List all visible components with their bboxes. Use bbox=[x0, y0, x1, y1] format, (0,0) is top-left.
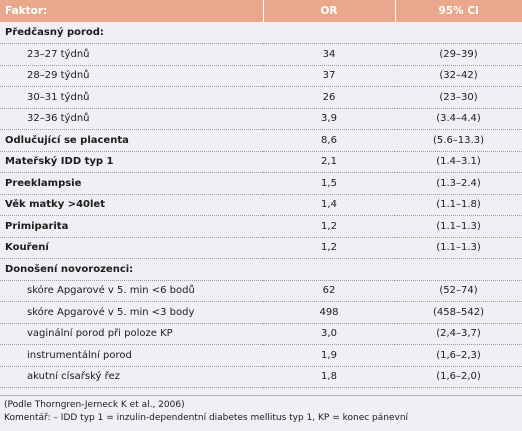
row-label: Donošení novorozenci: bbox=[0, 258, 263, 281]
row-ci-value: (1.4–3.1) bbox=[395, 151, 522, 173]
row-or-value: 3,9 bbox=[263, 108, 395, 130]
row-or-value: 34 bbox=[263, 43, 395, 66]
header-row: Faktor: OR 95% CI bbox=[0, 0, 522, 22]
table-row: vaginální porod při poloze KP 3,0 (2,4–3,7… bbox=[0, 323, 522, 345]
table-row: Primiparita 1,2 (1.1–1.3) bbox=[0, 215, 522, 238]
row-ci-value bbox=[395, 258, 522, 281]
row-ci-value: (1,6–2,0) bbox=[395, 366, 522, 388]
row-ci-value: (1.1–1.3) bbox=[395, 237, 522, 259]
row-ci-value: (29–39) bbox=[395, 43, 522, 66]
row-label: Preeklampsie bbox=[0, 172, 263, 195]
row-label: instrumentální porod bbox=[0, 344, 263, 367]
table-header: Faktor: OR 95% CI bbox=[0, 0, 522, 22]
row-label: Předčasný porod: bbox=[0, 22, 263, 44]
table-row: 23–27 týdnů 34 (29–39) bbox=[0, 43, 522, 66]
table-row: Věk matky >40let 1,4 (1.1–1.8) bbox=[0, 194, 522, 216]
row-label: Odlučující se placenta bbox=[0, 129, 263, 152]
row-or-value: 1,4 bbox=[263, 194, 395, 216]
row-or-value: 1,8 bbox=[263, 366, 395, 388]
table-row: 28–29 týdnů 37 (32–42) bbox=[0, 65, 522, 87]
row-or-value: 1,2 bbox=[263, 215, 395, 238]
row-label: skóre Apgarové v 5. min <3 body bbox=[0, 301, 263, 324]
header-ci: 95% CI bbox=[438, 5, 479, 17]
row-label: 32–36 týdnů bbox=[0, 108, 263, 130]
row-or-value: 1,9 bbox=[263, 344, 395, 367]
table-row: Odlučující se placenta 8,6 (5.6–13.3) bbox=[0, 129, 522, 152]
row-label: 23–27 týdnů bbox=[0, 43, 263, 66]
row-ci-value: (1.1–1.3) bbox=[395, 215, 522, 238]
row-label: akutní císařský řez bbox=[0, 366, 263, 388]
row-ci-value: (2,4–3,7) bbox=[395, 323, 522, 345]
row-ci-value: (32–42) bbox=[395, 65, 522, 87]
row-label: Primiparita bbox=[0, 215, 263, 238]
row-or-value: 3,0 bbox=[263, 323, 395, 345]
footnote-source: (Podle Thorngren-Jerneck K et al., 2006) bbox=[4, 400, 185, 410]
row-label: 30–31 týdnů bbox=[0, 86, 263, 109]
row-or-value bbox=[263, 22, 395, 44]
table-row: Kouření 1,2 (1.1–1.3) bbox=[0, 237, 522, 259]
row-label: skóre Apgarové v 5. min <6 bodů bbox=[0, 280, 263, 302]
row-or-value: 37 bbox=[263, 65, 395, 87]
row-ci-value: (1.3–2.4) bbox=[395, 172, 522, 195]
table-row: 30–31 týdnů 26 (23–30) bbox=[0, 86, 522, 109]
table-row: 32–36 týdnů 3,9 (3.4–4.4) bbox=[0, 108, 522, 130]
row-or-value: 8,6 bbox=[263, 129, 395, 152]
table-row: Předčasný porod: bbox=[0, 22, 522, 44]
row-or-value: 1,5 bbox=[263, 172, 395, 195]
row-label: Mateřský IDD typ 1 bbox=[0, 151, 263, 173]
table-row: Donošení novorozenci: bbox=[0, 258, 522, 281]
header-or: OR bbox=[263, 0, 396, 22]
row-ci-value: (52–74) bbox=[395, 280, 522, 302]
table-row: skóre Apgarové v 5. min <3 body 498 (458–5… bbox=[0, 301, 522, 324]
row-ci-value: (1.1–1.8) bbox=[395, 194, 522, 216]
header-factor: Faktor: bbox=[0, 0, 264, 22]
table-footnote: (Podle Thorngren-Jerneck K et al., 2006)… bbox=[0, 395, 522, 431]
row-label: Věk matky >40let bbox=[0, 194, 263, 216]
row-or-value: 26 bbox=[263, 86, 395, 109]
row-ci-value: (3.4–4.4) bbox=[395, 108, 522, 130]
row-ci-value: (458–542) bbox=[395, 301, 522, 324]
table-row: Preeklampsie 1,5 (1.3–2.4) bbox=[0, 172, 522, 195]
table-row: instrumentální porod 1,9 (1,6–2,3) bbox=[0, 344, 522, 367]
row-or-value: 62 bbox=[263, 280, 395, 302]
footnote-comment: Komentář: – IDD typ 1 = inzulin-dependen… bbox=[4, 413, 409, 423]
row-label: vaginální porod při poloze KP bbox=[0, 323, 263, 345]
row-ci-value: (5.6–13.3) bbox=[395, 129, 522, 152]
row-label: 28–29 týdnů bbox=[0, 65, 263, 87]
row-ci-value: (23–30) bbox=[395, 86, 522, 109]
row-ci-value: (1,6–2,3) bbox=[395, 344, 522, 367]
table-body: Předčasný porod: 23–27 týdnů 34 (29–39) 28–2… bbox=[0, 22, 522, 388]
row-or-value: 498 bbox=[263, 301, 395, 324]
row-or-value: 2,1 bbox=[263, 151, 395, 173]
risk-factor-table: Faktor: OR 95% CI Předčasný porod: 23–27 … bbox=[0, 0, 522, 388]
row-or-value bbox=[263, 258, 395, 281]
table-row: Mateřský IDD typ 1 2,1 (1.4–3.1) bbox=[0, 151, 522, 173]
row-label: Kouření bbox=[0, 237, 263, 259]
table-row: akutní císařský řez 1,8 (1,6–2,0) bbox=[0, 366, 522, 388]
row-or-value: 1,2 bbox=[263, 237, 395, 259]
row-ci-value bbox=[395, 22, 522, 44]
table-row: skóre Apgarové v 5. min <6 bodů 62 (52–74) bbox=[0, 280, 522, 302]
